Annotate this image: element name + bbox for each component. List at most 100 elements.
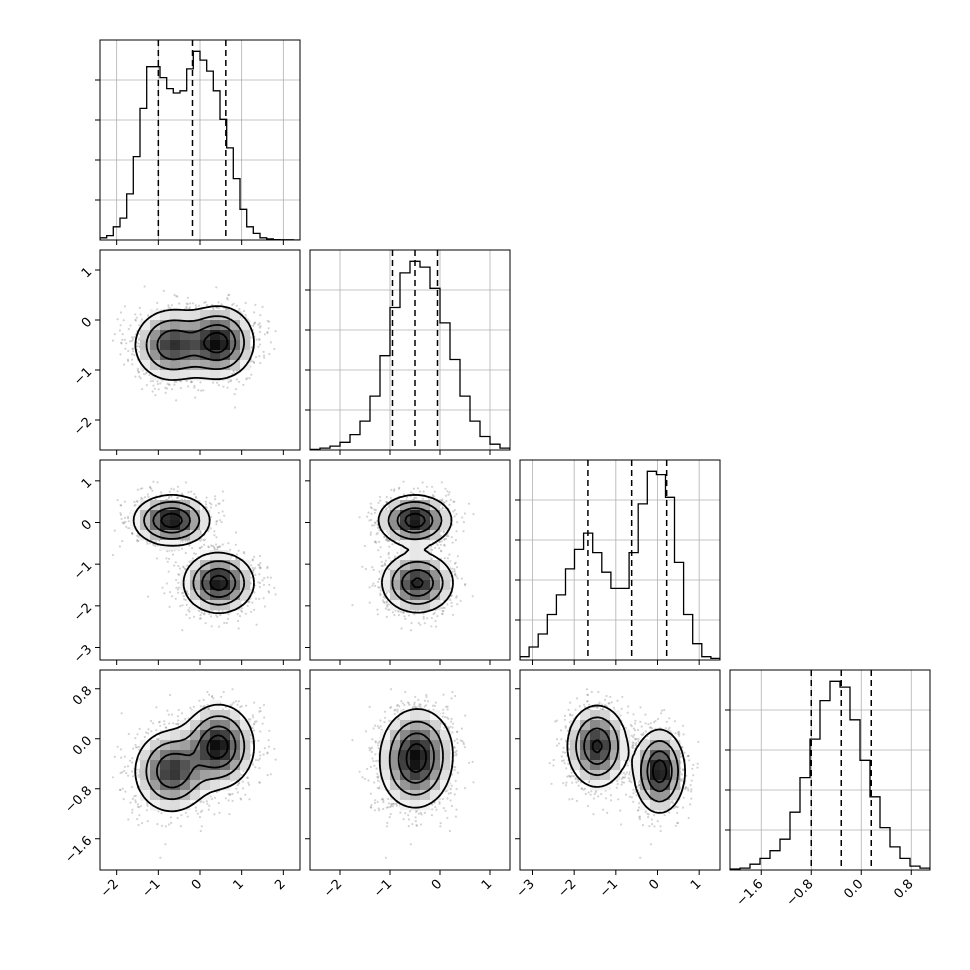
sample-point <box>245 378 248 381</box>
sample-point <box>170 304 173 307</box>
density-cell <box>170 350 181 361</box>
sample-point <box>145 372 148 375</box>
density-cell <box>170 500 181 511</box>
sample-point <box>131 531 134 535</box>
sample-point <box>176 490 179 493</box>
sample-point <box>123 363 126 366</box>
sample-point <box>123 516 126 520</box>
sample-point <box>116 318 119 321</box>
sample-point <box>250 346 253 349</box>
sample-point <box>186 303 189 306</box>
density-cell <box>220 310 231 321</box>
sample-point <box>145 371 148 374</box>
sample-point <box>215 520 218 523</box>
sample-point <box>266 576 269 579</box>
sample-point <box>176 496 179 499</box>
sample-point <box>219 519 222 522</box>
sample-point <box>252 568 255 571</box>
sample-point <box>177 573 181 576</box>
sample-point <box>223 514 226 517</box>
sample-point <box>253 323 256 326</box>
sample-point <box>183 598 186 601</box>
sample-point <box>214 504 218 507</box>
sample-point <box>121 333 124 336</box>
sample-point <box>208 501 212 505</box>
sample-point <box>127 327 130 331</box>
sample-point <box>262 583 266 586</box>
sample-point <box>185 603 188 607</box>
sample-point <box>205 304 209 307</box>
density-cell <box>240 330 251 341</box>
density-contour <box>172 331 229 354</box>
sample-point <box>207 545 210 548</box>
sample-point <box>252 569 255 572</box>
sample-point <box>266 331 269 335</box>
sample-point <box>233 393 236 396</box>
sample-point <box>244 313 247 317</box>
density-cell <box>150 340 161 351</box>
sample-point <box>134 313 137 316</box>
sample-point <box>195 496 198 499</box>
density-cell <box>150 310 161 321</box>
density-cell <box>210 310 221 321</box>
sample-point <box>131 336 134 339</box>
sample-point <box>132 347 135 350</box>
sample-point <box>209 506 213 509</box>
sample-point <box>235 553 239 556</box>
sample-point <box>246 604 249 607</box>
sample-point <box>258 566 261 569</box>
sample-point <box>118 329 121 332</box>
sample-point <box>179 604 182 608</box>
sample-point <box>242 383 245 386</box>
density-cell <box>200 370 211 381</box>
sample-point <box>213 547 216 550</box>
sample-point <box>137 371 140 374</box>
sample-point <box>205 496 208 499</box>
sample-point <box>198 609 201 613</box>
histogram-panel-4: −1.6 −0.8 0.0 0.8 <box>725 669 931 910</box>
sample-point <box>208 612 211 616</box>
sample-point <box>125 525 128 528</box>
sample-point <box>136 369 139 372</box>
sample-point <box>139 377 142 380</box>
density-cell <box>170 510 181 521</box>
sample-point <box>267 590 270 593</box>
sample-point <box>213 530 216 533</box>
histogram-panel-2 <box>305 249 511 455</box>
sample-point <box>253 321 256 324</box>
sample-point <box>225 621 228 625</box>
sample-point <box>217 625 221 628</box>
sample-point <box>229 379 232 383</box>
sample-point <box>177 591 180 594</box>
sample-point <box>164 391 167 394</box>
sample-point <box>221 610 224 613</box>
sample-point <box>149 542 152 545</box>
density-cell <box>170 310 181 321</box>
sample-point <box>258 564 261 567</box>
sample-point <box>253 361 256 364</box>
sample-point <box>124 347 127 350</box>
sample-point <box>241 610 244 613</box>
sample-point <box>185 302 188 305</box>
sample-point <box>138 324 141 327</box>
sample-point <box>181 547 184 550</box>
sample-point <box>136 538 139 542</box>
density-cell <box>220 340 231 351</box>
sample-point <box>210 625 213 628</box>
sample-point <box>216 548 219 551</box>
sample-point <box>193 386 196 389</box>
sample-point <box>188 544 191 547</box>
sample-point <box>147 595 150 598</box>
density-contour <box>145 315 245 371</box>
sample-point <box>134 375 137 378</box>
sample-point <box>113 333 116 336</box>
sample-point <box>220 521 223 524</box>
sample-point <box>238 380 241 383</box>
density-cell <box>160 360 171 371</box>
sample-point <box>197 304 201 307</box>
sample-point <box>199 614 202 617</box>
sample-point <box>122 319 125 322</box>
sample-point <box>240 609 243 612</box>
sample-point <box>136 488 139 491</box>
sample-point <box>269 576 272 579</box>
